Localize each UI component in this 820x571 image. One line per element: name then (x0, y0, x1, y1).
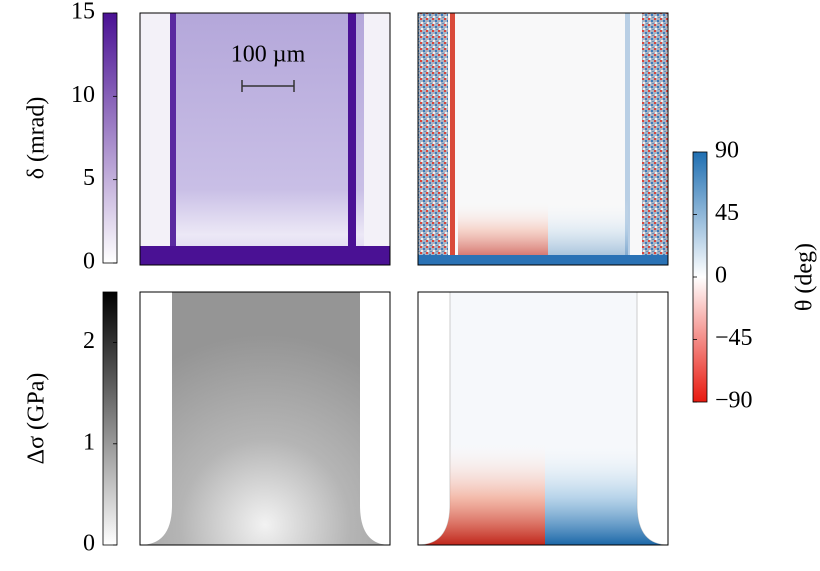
tick-label: 0 (715, 263, 727, 289)
tick-label: 1 (83, 429, 95, 455)
panel-stress (139, 291, 391, 546)
colorbar-label: Δσ (GPa) (24, 373, 50, 465)
colorbar-label: δ (mrad) (24, 97, 50, 180)
tick-label: 0 (83, 531, 95, 557)
colorbar (102, 12, 118, 264)
tick-label: 5 (83, 165, 95, 191)
tick-label: 90 (715, 138, 739, 164)
tick-label: 45 (715, 200, 739, 226)
panel-angle-model (417, 291, 669, 546)
colorbar-label: θ (deg) (792, 243, 818, 311)
panel-angle-measured (417, 12, 669, 266)
tick-label: 0 (83, 249, 95, 275)
tick-label: 2 (83, 328, 95, 354)
colorbar (102, 291, 118, 546)
tick-label: −45 (715, 325, 753, 351)
tick-label: 10 (71, 82, 95, 108)
tick-label: 15 (71, 0, 95, 25)
panel-retardance: 100 µm (139, 12, 391, 266)
tick-label: −90 (715, 388, 753, 414)
scale-bar-label: 100 µm (231, 42, 306, 68)
